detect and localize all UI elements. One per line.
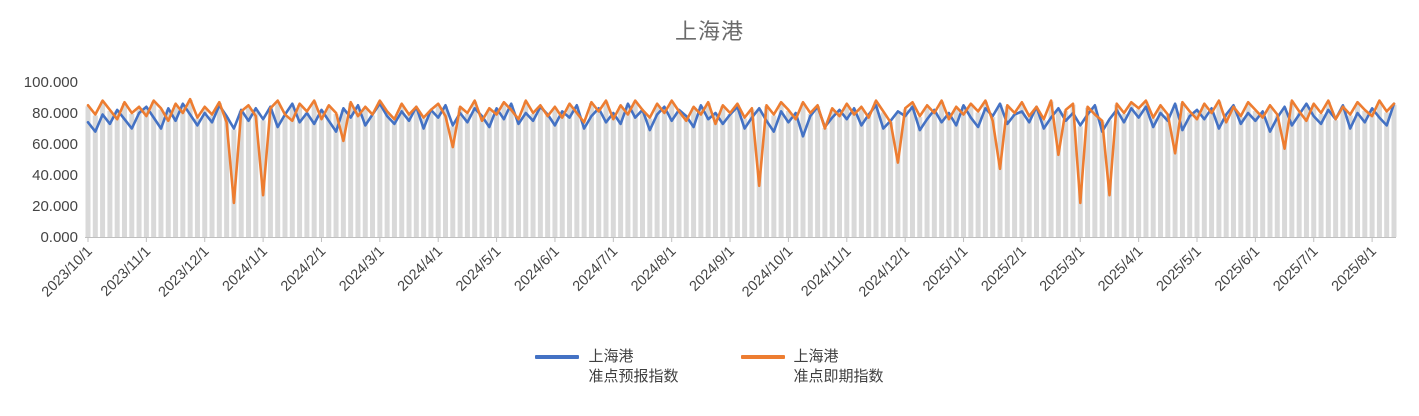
x-tick-label: 2025/6/1 bbox=[1212, 244, 1263, 295]
legend: 上海港 准点预报指数 上海港 准点即期指数 bbox=[0, 347, 1419, 387]
x-tick-label: 2023/10/1 bbox=[39, 244, 96, 301]
x-tick-label: 2025/3/1 bbox=[1037, 244, 1088, 295]
x-tick-label: 2025/5/1 bbox=[1154, 244, 1205, 295]
legend-label-line2: 准点预报指数 bbox=[588, 367, 679, 385]
x-tick-label: 2024/2/1 bbox=[278, 244, 329, 295]
x-tick-label: 2024/11/1 bbox=[798, 244, 854, 300]
x-tick-label: 2023/12/1 bbox=[156, 244, 213, 301]
x-tick-label: 2025/4/1 bbox=[1095, 244, 1146, 295]
x-tick-label: 2024/1/1 bbox=[220, 244, 271, 295]
x-tick-label: 2024/6/1 bbox=[512, 244, 563, 295]
x-tick-label: 2025/8/1 bbox=[1329, 244, 1380, 295]
y-tick-label: 0.000 bbox=[40, 229, 78, 246]
y-tick-label: 60.000 bbox=[32, 136, 78, 153]
x-tick-label: 2025/1/1 bbox=[920, 244, 971, 295]
y-tick-label: 40.000 bbox=[32, 167, 78, 184]
series-line-spot-index bbox=[86, 97, 1396, 205]
x-tick-label: 2025/2/1 bbox=[978, 244, 1029, 295]
x-tick-label: 2024/9/1 bbox=[687, 244, 738, 295]
plot-area: 2023/10/1 2023/11/1 2023/12/1 2024/1/1 2024/… bbox=[24, 74, 1397, 301]
legend-line-sample-spot bbox=[740, 355, 785, 359]
legend-label-line1: 上海港 bbox=[793, 348, 839, 365]
y-tick-label: 100.000 bbox=[24, 74, 78, 91]
x-tick-label: 2024/5/1 bbox=[453, 244, 504, 295]
legend-item-forecast-index: 上海港 准点预报指数 bbox=[535, 347, 679, 387]
legend-line-sample-forecast bbox=[535, 355, 580, 359]
legend-label-forecast: 上海港 准点预报指数 bbox=[588, 347, 678, 387]
x-tick-label: 2024/10/1 bbox=[739, 244, 796, 301]
x-tick-label: 2024/7/1 bbox=[570, 244, 621, 295]
legend-label-line2: 准点即期指数 bbox=[793, 367, 884, 385]
x-tick-label: 2024/3/1 bbox=[336, 244, 387, 295]
chart-title: 上海港 bbox=[674, 19, 744, 44]
y-tick-label: 80.000 bbox=[32, 105, 78, 122]
x-tick-label: 2024/8/1 bbox=[628, 244, 679, 295]
legend-label-spot: 上海港 准点即期指数 bbox=[794, 347, 884, 387]
x-tick-label: 2024/12/1 bbox=[856, 244, 913, 301]
x-tick-label: 2025/7/1 bbox=[1270, 244, 1321, 295]
x-tick-label: 2023/11/1 bbox=[98, 244, 154, 300]
x-tick-label: 2024/4/1 bbox=[395, 244, 446, 295]
legend-item-spot-index: 上海港 准点即期指数 bbox=[740, 347, 884, 387]
legend-label-line1: 上海港 bbox=[588, 348, 634, 365]
y-tick-label: 20.000 bbox=[32, 198, 78, 215]
series-line-forecast-index bbox=[86, 102, 1396, 138]
